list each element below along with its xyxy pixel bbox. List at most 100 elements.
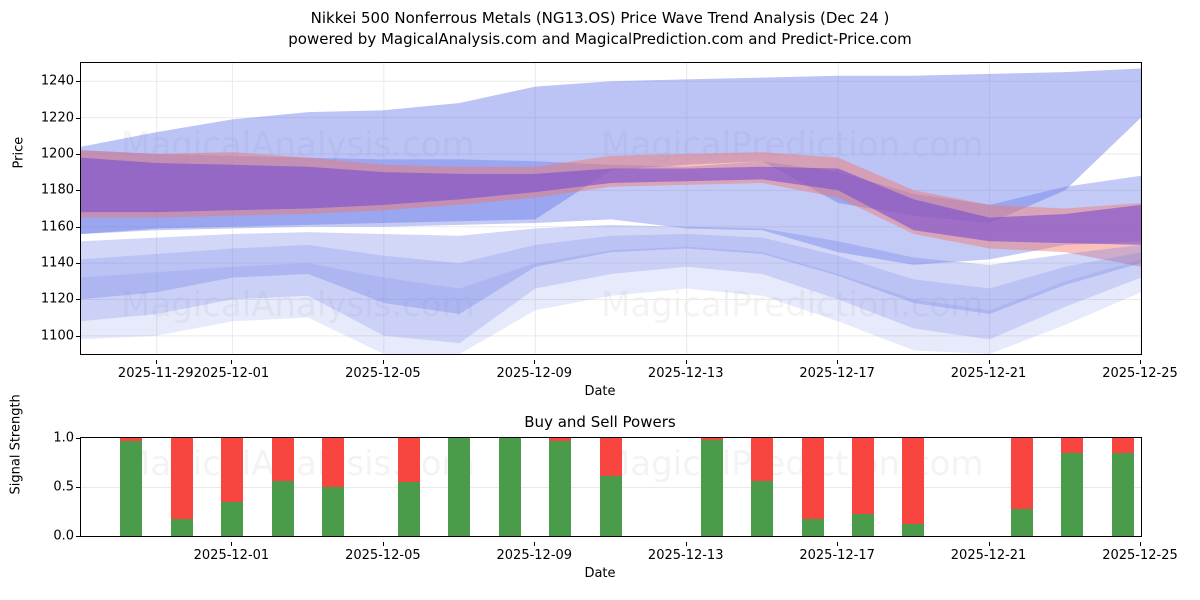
signal-bar[interactable] [801, 438, 824, 536]
price-x-tick-mark [837, 360, 839, 364]
price-y-axis: 1100 1120 1140 1160 1180 1200 1220 1240 [10, 62, 80, 355]
signal-y-axis: Signal Strength 0.0 0.5 1.0 [9, 394, 80, 544]
signal-x-tick-label: 2025-12-13 [647, 548, 724, 563]
price-y-tick-mark [76, 81, 80, 83]
sell-power-segment [1010, 438, 1033, 509]
signal-x-tick-mark [231, 542, 233, 546]
signal-bar[interactable] [751, 438, 773, 536]
buy-power-segment [599, 476, 622, 536]
price-x-tick-label: 2025-12-01 [193, 366, 270, 381]
buy-power-segment [801, 519, 824, 536]
price-wave-bands [81, 63, 1141, 354]
price-y-tick-mark [76, 190, 80, 192]
signal-x-tick-mark [534, 542, 536, 546]
signal-bar[interactable] [271, 438, 294, 536]
sell-power-segment [322, 438, 344, 487]
price-y-axis-label: Price [11, 136, 27, 169]
price-x-tick-label: 2025-12-17 [799, 366, 875, 381]
signal-y-tick-mark [76, 487, 80, 488]
signal-bar[interactable] [170, 438, 193, 536]
signal-y-tick-label: 0.5 [53, 479, 74, 495]
sell-power-segment [271, 438, 294, 482]
signal-y-tick-mark [76, 536, 80, 537]
price-x-tick-label: 2025-12-05 [345, 366, 421, 381]
signal-bar[interactable] [852, 438, 874, 536]
price-x-tick-label: 2025-11-29 [117, 366, 194, 381]
wave-band-blue-lower-fan-1 [81, 224, 1141, 314]
signal-x-tick-mark [685, 542, 687, 546]
buy-power-segment [1111, 452, 1134, 536]
price-y-tick-mark [76, 335, 80, 337]
signal-bar[interactable] [599, 438, 622, 536]
price-x-axis: 2025-11-29 2025-12-01 2025-12-05 2025-12-09… [0, 360, 1200, 386]
signal-x-tick-label: 2025-12-21 [950, 548, 1027, 563]
signal-bar[interactable] [1061, 438, 1084, 536]
buy-power-segment [1010, 508, 1033, 536]
price-x-tick-label: 2025-12-21 [950, 366, 1027, 381]
sell-power-segment [902, 438, 925, 525]
page-subtitle: powered by MagicalAnalysis.com and Magic… [288, 30, 912, 48]
sell-power-segment [700, 438, 723, 440]
signal-bar[interactable] [397, 438, 420, 536]
signal-x-axis: 2025-12-01 2025-12-05 2025-12-09 2025-12-13… [0, 542, 1200, 568]
signal-plot-area: MagicalPrediction.comMagicalAnalysis.com [80, 437, 1142, 537]
buy-power-segment [1061, 452, 1084, 536]
price-y-tick-label: 1140 [40, 255, 74, 271]
signal-y-tick-mark [76, 438, 80, 439]
price-y-tick-label: 1220 [40, 110, 74, 126]
price-x-tick-label: 2025-12-09 [496, 366, 573, 381]
price-wave-plot-area: MagicalAnalysis.com MagicalPrediction.co… [80, 62, 1142, 355]
signal-chart-title: Buy and Sell Powers [524, 413, 676, 431]
price-y-tick-mark [76, 153, 80, 155]
price-y-tick-label: 1240 [40, 73, 74, 89]
sell-power-segment [397, 438, 420, 483]
price-y-tick-label: 1120 [40, 291, 74, 307]
sell-power-segment [852, 438, 874, 515]
signal-bar[interactable] [221, 438, 243, 536]
price-x-tick-mark [988, 360, 990, 364]
price-y-tick-label: 1100 [40, 328, 74, 344]
signal-bar[interactable] [448, 438, 471, 536]
signal-bar[interactable] [549, 438, 572, 536]
signal-x-tick-mark [382, 542, 384, 546]
price-x-tick-mark [231, 360, 233, 364]
price-x-tick-mark [382, 360, 384, 364]
page-title: Nikkei 500 Nonferrous Metals (NG13.OS) P… [310, 9, 890, 27]
buy-power-segment [751, 481, 773, 536]
signal-bar[interactable] [498, 438, 521, 536]
price-y-tick-mark [76, 117, 80, 119]
sell-power-segment [549, 438, 572, 441]
signal-x-tick-label: 2025-12-09 [496, 548, 573, 563]
signal-bar[interactable] [120, 438, 143, 536]
price-x-axis-label: Date [584, 384, 616, 399]
signal-bar[interactable] [902, 438, 925, 536]
buy-power-segment [902, 524, 925, 536]
price-x-tick-mark [685, 360, 687, 364]
price-y-tick-label: 1180 [40, 182, 74, 198]
buy-power-segment [397, 482, 420, 536]
price-x-tick-label: 2025-12-13 [647, 366, 724, 381]
signal-x-tick-label: 2025-12-01 [193, 548, 270, 563]
wave-band-blue-lower-fan-3 [81, 246, 1141, 354]
signal-bar[interactable] [322, 438, 344, 536]
wave-band-purple-core-band [81, 157, 1141, 245]
signal-y-tick-label: 0.0 [53, 528, 74, 544]
price-y-tick-mark [76, 263, 80, 265]
buy-power-segment [498, 438, 521, 536]
sell-power-segment [751, 438, 773, 482]
buy-power-segment [700, 439, 723, 536]
signal-bar[interactable] [1111, 438, 1134, 536]
chart-title-block: Nikkei 500 Nonferrous Metals (NG13.OS) P… [0, 8, 1200, 50]
wave-band-blue-lower-fan-2 [81, 234, 1141, 344]
signal-bar[interactable] [1010, 438, 1033, 536]
price-x-tick-mark [534, 360, 536, 364]
buy-power-segment [221, 501, 243, 536]
signal-bar[interactable] [700, 438, 723, 536]
price-y-tick-label: 1160 [40, 219, 74, 235]
buy-power-segment [549, 440, 572, 536]
signal-x-tick-label: 2025-12-25 [1102, 548, 1178, 563]
sell-power-segment [1111, 438, 1134, 453]
price-y-tick-mark [76, 299, 80, 301]
signal-x-tick-label: 2025-12-17 [799, 548, 875, 563]
